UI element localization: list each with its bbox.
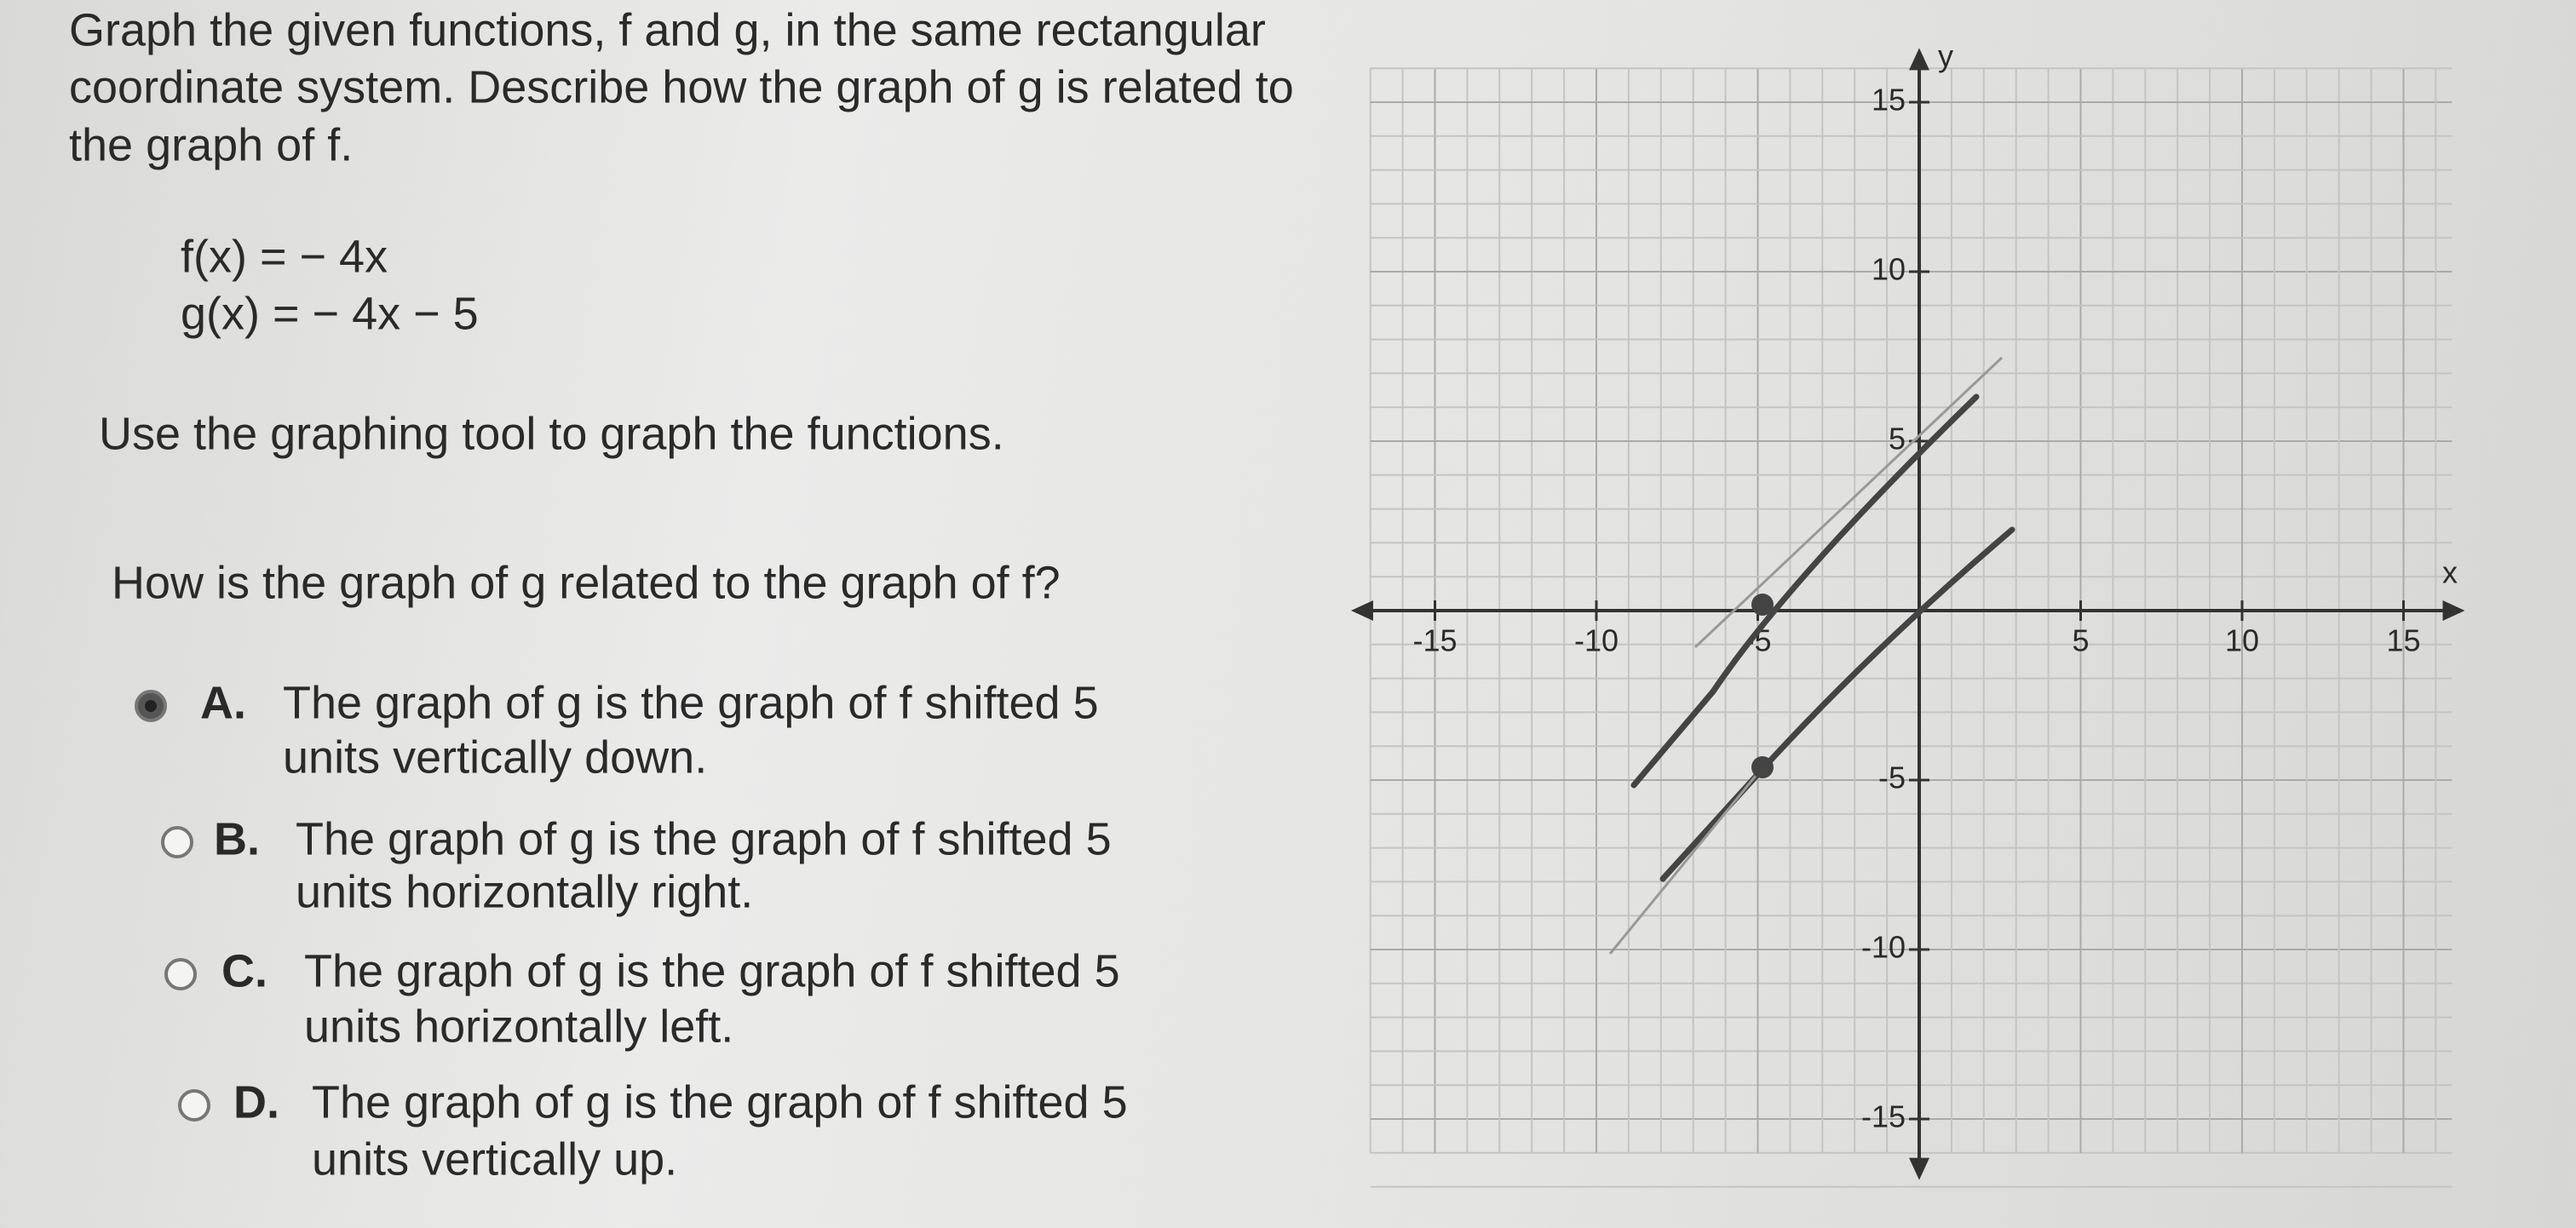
radio-dot — [145, 700, 157, 712]
option-text: The graph of g is the graph of f shifted… — [312, 1076, 1128, 1128]
x-tick-label: 5 — [2072, 623, 2089, 658]
question-line: Graph the given functions, f and g, in t… — [69, 4, 1266, 55]
y-tick-label: -10 — [1861, 930, 1906, 965]
y-tick-label: 15 — [1872, 83, 1906, 118]
option-text: units horizontally left. — [304, 1001, 733, 1052]
option-text: The graph of g is the graph of f shifted… — [304, 945, 1120, 996]
option-text: units horizontally right. — [296, 866, 753, 917]
option-text: units vertically down. — [283, 732, 707, 783]
radio-button[interactable] — [164, 958, 197, 990]
function: g(x) = − 4x − 5 — [181, 288, 479, 339]
option-letter: A. — [200, 677, 246, 728]
option-letter: B. — [214, 813, 260, 864]
y-tick-label: 5 — [1889, 422, 1906, 456]
option-text: The graph of g is the graph of f shifted… — [283, 677, 1099, 728]
pencil-line — [1608, 356, 2004, 955]
radio-button[interactable] — [161, 826, 193, 858]
drawn-point — [1751, 756, 1774, 778]
x-tick-label: 15 — [2386, 623, 2420, 658]
x-axis-label: x — [2442, 555, 2458, 590]
x-tick-label: -10 — [1574, 623, 1619, 658]
y-tick-label: -15 — [1861, 1099, 1906, 1134]
option-letter: C. — [221, 945, 267, 996]
question-line: the graph of f. — [69, 119, 353, 170]
drawn-point — [1751, 594, 1774, 616]
option-letter: D. — [233, 1076, 279, 1128]
drawn-line — [1630, 393, 1980, 789]
graph-grid — [1369, 67, 2452, 1188]
y-tick-label: 10 — [1872, 252, 1906, 287]
x-tick-label: -15 — [1412, 623, 1457, 658]
y-axis-label: y — [1938, 38, 1953, 73]
radio-button[interactable] — [178, 1089, 210, 1122]
x-tick-label: 10 — [2225, 623, 2259, 658]
drawn-line — [1659, 526, 2015, 882]
option-text: The graph of g is the graph of f shifted… — [296, 813, 1112, 864]
y-tick-label: -5 — [1878, 760, 1906, 795]
prompt: How is the graph of g related to the gra… — [112, 557, 1061, 608]
option-text: units vertically up. — [312, 1133, 677, 1185]
instruction: Use the graphing tool to graph the funct… — [99, 408, 1004, 459]
question-line: coordinate system. Describe how the grap… — [69, 61, 1294, 112]
function: f(x) = − 4x — [181, 231, 388, 282]
